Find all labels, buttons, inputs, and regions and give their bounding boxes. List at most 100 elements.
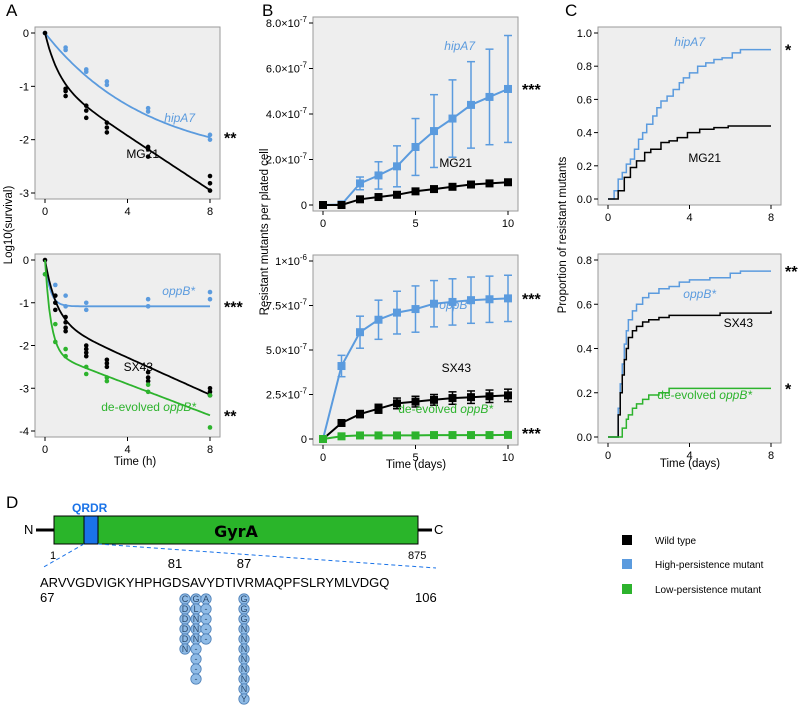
mutation-82-item: L [190, 603, 202, 615]
series-label: SX43 [442, 361, 472, 375]
data-point [63, 346, 68, 352]
fit-curve [44, 259, 211, 396]
data-point [63, 88, 68, 94]
y-tick-label: 1.0 [577, 28, 592, 40]
mutation-residue: N [182, 644, 189, 654]
data-marker [337, 201, 346, 209]
mutation-residue: - [195, 664, 198, 674]
gyra-diagram: N QRDR GyrA C 1 875 81 87 ARVVGDVIGKYHPH… [24, 501, 443, 705]
mutation-residue: - [195, 644, 198, 654]
data-point [53, 282, 58, 288]
y-tick-label: -3 [19, 383, 29, 395]
mutation-82-item: N [190, 633, 202, 645]
data-point [145, 105, 151, 111]
step-line [608, 387, 771, 438]
data-marker [467, 296, 475, 305]
data-marker [504, 430, 512, 439]
data-marker [485, 179, 494, 188]
data-point [104, 82, 110, 88]
data-marker [393, 399, 401, 408]
data-point [207, 385, 213, 391]
data-marker [411, 305, 420, 314]
data-point [104, 364, 110, 370]
y-axis-label: Log10(survival) [3, 186, 15, 265]
data-point [145, 378, 151, 384]
data-marker [448, 182, 457, 191]
qrdr-box [83, 515, 99, 545]
data-point [104, 357, 110, 363]
series-label: hipA7 [164, 111, 196, 125]
mutation-83-item: - [200, 603, 212, 615]
zoom-line-right [97, 543, 437, 569]
series-label-gene: oppB* [460, 402, 493, 416]
x-tick-label: 4 [686, 212, 692, 224]
mutation-residue: N [193, 634, 200, 644]
series-label: de-evolved oppB* [398, 402, 493, 416]
significance-marker: *** [224, 299, 243, 316]
y-tick-label: 0 [301, 434, 307, 446]
series-label: MG21 [439, 156, 472, 170]
data-marker [374, 404, 383, 413]
seq-start-pos: 67 [40, 590, 54, 605]
data-point [207, 296, 213, 302]
data-marker [430, 395, 438, 404]
data-point [63, 353, 68, 359]
data-point [83, 371, 89, 377]
data-point [83, 353, 89, 359]
series-sx43: SX43 [319, 361, 512, 443]
y-tick-label: 4.0×10-7 [266, 106, 308, 121]
data-point [207, 389, 213, 395]
mutation-circle [238, 693, 250, 705]
seq-end-pos: 106 [415, 590, 437, 605]
data-point [63, 325, 68, 330]
x-tick-label: 0 [605, 450, 611, 462]
fit-curve [44, 259, 211, 417]
mutation-residue: D [182, 624, 189, 634]
data-point [104, 361, 110, 366]
data-point [63, 47, 68, 53]
series-label-prefix: de-evolved [101, 400, 163, 414]
y-tick-label: -3 [19, 188, 29, 200]
data-marker [430, 185, 438, 194]
y-tick-label: 1×10-6 [275, 253, 307, 268]
significance-marker: * [785, 381, 792, 398]
x-tick-label: 0 [320, 218, 326, 230]
plot-area [597, 26, 782, 206]
mutation-residue: N [241, 684, 248, 694]
data-marker [356, 328, 364, 337]
mutation-residue: - [205, 624, 208, 634]
data-point [104, 378, 110, 384]
chart-b-bottom: 0 5 10 0 2.5×10-7 5.0×10-7 7.5×10-7 1×10-6 Time … [259, 149, 541, 471]
data-marker [448, 394, 457, 403]
data-marker [411, 431, 420, 440]
data-marker [485, 295, 494, 304]
mutation-87-item: N [238, 653, 250, 665]
y-tick-label: 0.4 [577, 128, 592, 140]
x-tick-label: 8 [207, 206, 213, 218]
data-marker [319, 435, 327, 443]
data-point [104, 375, 110, 380]
series-label: oppB* [683, 287, 716, 301]
y-tick-label: 0.4 [577, 344, 592, 356]
x-tick-label: 0 [605, 212, 611, 224]
mutation-residue: N [241, 644, 248, 654]
x-tick-label: 8 [207, 444, 213, 456]
gyra-start-pos: 1 [50, 550, 56, 562]
data-point [207, 289, 213, 295]
mutation-residue: N [241, 634, 248, 644]
mutation-residue: N [193, 624, 200, 634]
mutation-residue: Y [241, 694, 247, 704]
series-de-evolved-oppb: de-evolved oppB* ** [42, 259, 237, 430]
gyra-label: GyrA [214, 522, 258, 541]
series-label: MG21 [126, 147, 159, 161]
y-tick-exponent: -7 [300, 61, 308, 70]
series-label: hipA7 [674, 35, 706, 49]
y-tick-label: 0.0 [577, 432, 592, 444]
mutation-residue: G [240, 604, 247, 614]
chart-a-top: 0 4 8 -3 -2 -1 0 hipA7 ** MG21 [19, 26, 237, 218]
qrdr-label: QRDR [72, 501, 108, 515]
mutation-residue: N [241, 674, 248, 684]
mutation-residue: C [182, 594, 189, 604]
series-sx43: SX43 [608, 310, 772, 438]
